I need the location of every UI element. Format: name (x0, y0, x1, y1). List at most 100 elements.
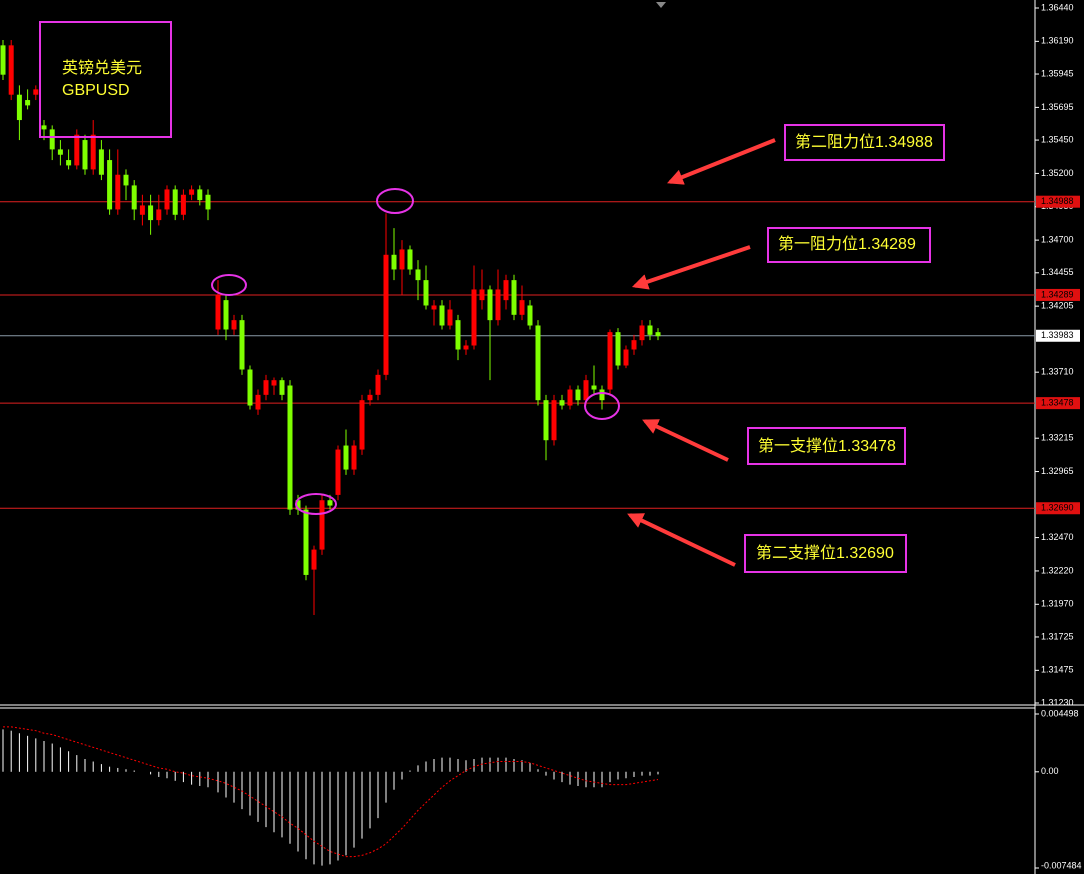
annotations: 英镑兑美元 GBPUSD 第二阻力位1.34988 第一阻力位1.34289 第… (39, 21, 945, 573)
candle-body (0, 45, 6, 75)
candle-body (25, 100, 31, 106)
candle-body (74, 134, 80, 166)
candle-body (303, 509, 309, 575)
y-tick-label: 0.004498 (1041, 708, 1079, 718)
candle-body (16, 94, 22, 121)
candle-body (367, 394, 373, 401)
price-tag (1036, 195, 1080, 208)
candle-body (471, 289, 477, 346)
highlight-circle (295, 493, 337, 515)
y-tick-label: 1.32470 (1041, 532, 1074, 542)
y-tick-label: 1.33215 (1041, 433, 1074, 443)
candle-body (439, 305, 445, 326)
arrow (627, 513, 736, 567)
y-tick-label: -0.007484 (1041, 860, 1082, 870)
candle-body (335, 449, 341, 495)
candle-body (567, 389, 573, 406)
candle-body (8, 45, 14, 95)
candle-body (263, 380, 269, 395)
arrow (631, 245, 751, 290)
price-tag-label: 1.33983 (1041, 330, 1074, 340)
candle-body (655, 332, 661, 337)
candle-body (156, 209, 162, 221)
candle-body (279, 380, 285, 395)
candle-body (527, 305, 533, 326)
candle-body (615, 332, 621, 366)
annotation: 第一阻力位1.34289 (778, 235, 916, 253)
candle-body (519, 300, 525, 315)
candle-body (123, 174, 129, 186)
candle-body (271, 380, 277, 386)
y-tick-label: 1.32965 (1041, 466, 1074, 476)
label-box (767, 227, 931, 263)
price-tag-label: 1.32690 (1041, 503, 1074, 513)
candle-body (66, 160, 72, 166)
candle-body (631, 340, 637, 350)
candle-body (463, 345, 469, 350)
y-tick-label: 1.31970 (1041, 599, 1074, 609)
candle-body (205, 194, 211, 210)
candle-body (115, 174, 121, 210)
price-tag (1036, 397, 1080, 410)
label-box (744, 534, 907, 573)
candle-body (623, 349, 629, 366)
y-tick-label: 1.31230 (1041, 697, 1074, 707)
candle-body (223, 300, 229, 330)
price-tag-label: 1.34988 (1041, 196, 1074, 206)
price-tag (1036, 329, 1080, 342)
candle-body (543, 400, 549, 441)
y-tick-label: 1.34205 (1041, 301, 1074, 311)
candle-body (90, 134, 96, 170)
arrow (667, 138, 776, 185)
candle-body (511, 280, 517, 315)
y-tick-label: 1.31475 (1041, 665, 1074, 675)
annotation: GBPUSD (62, 82, 130, 99)
candle-body (131, 185, 137, 210)
annotation: 第二支撑位1.32690 (756, 544, 894, 562)
candle-body (351, 445, 357, 470)
candle-body (591, 385, 597, 390)
y-tick-label: 1.35945 (1041, 68, 1074, 78)
candle-body (559, 400, 565, 406)
arrow (642, 419, 729, 462)
candle-body (189, 189, 195, 195)
candle-body (82, 140, 88, 170)
label-box (39, 21, 172, 138)
candle-body (359, 400, 365, 450)
candle-body (487, 289, 493, 321)
candle-body (583, 380, 589, 401)
candle-body (575, 389, 581, 401)
candle-body (98, 149, 104, 175)
y-tick-label: 1.34455 (1041, 267, 1074, 277)
candle-body (423, 280, 429, 306)
candle-body (295, 500, 301, 510)
candle-body (231, 320, 237, 330)
candle-body (599, 389, 605, 401)
shift-marker (656, 2, 666, 8)
candle-body (287, 385, 293, 510)
y-tick-label: 1.31725 (1041, 631, 1074, 641)
candle-body (647, 325, 653, 335)
y-tick-label: 1.33710 (1041, 367, 1074, 377)
label-box (747, 427, 906, 465)
candle-body (455, 320, 461, 350)
candle-body (431, 305, 437, 310)
candle-body (375, 374, 381, 395)
candle-body (415, 269, 421, 281)
candle-body (33, 89, 39, 95)
candle-body (139, 205, 145, 215)
candle-body (255, 394, 261, 410)
candle-body (503, 280, 509, 301)
candle-body (391, 254, 397, 270)
candle-body (164, 189, 170, 210)
y-tick-label: 1.34700 (1041, 234, 1074, 244)
price-tag (1036, 502, 1080, 515)
candle-body (180, 194, 186, 215)
highlight-circle (211, 274, 247, 296)
y-tick-label: 1.36190 (1041, 36, 1074, 46)
candle-body (639, 325, 645, 341)
price-tag (1036, 288, 1080, 301)
